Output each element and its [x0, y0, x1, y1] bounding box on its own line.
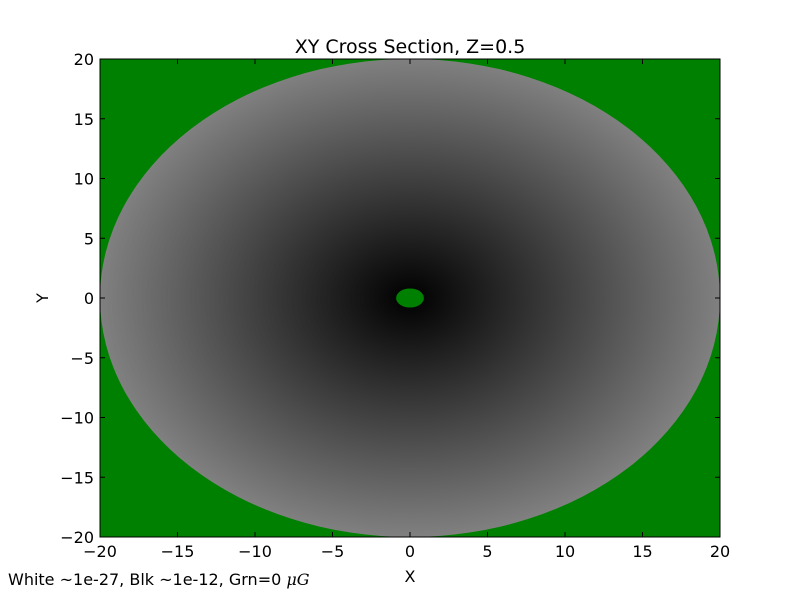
y-tick-label: −5 [70, 349, 94, 368]
y-tick-label: −20 [60, 528, 94, 547]
x-axis-label: X [405, 567, 416, 586]
colorscale-caption-unit: μG [286, 570, 309, 589]
x-tick-label: 5 [482, 542, 492, 561]
x-tick-label: −20 [83, 542, 117, 561]
x-tick-label: −10 [238, 542, 272, 561]
colorscale-caption: White ~1e-27, Blk ~1e-12, Grn=0 μG [8, 570, 310, 589]
y-tick-label: 20 [74, 50, 94, 69]
y-axis-label: Y [33, 293, 52, 304]
x-tick-label: 15 [632, 542, 652, 561]
y-tick-label: 10 [74, 170, 94, 189]
x-tick-label: 20 [710, 542, 730, 561]
x-tick-label: −15 [161, 542, 195, 561]
y-tick-label: −15 [60, 468, 94, 487]
x-tick-label: 0 [405, 542, 415, 561]
y-axis: −20 −15 −10 −5 0 5 10 15 20 [60, 50, 720, 547]
y-tick-label: 0 [84, 289, 94, 308]
y-tick-label: −10 [60, 409, 94, 428]
y-tick-label: 15 [74, 110, 94, 129]
x-tick-label: −5 [321, 542, 345, 561]
colorscale-caption-text: White ~1e-27, Blk ~1e-12, Grn=0 [8, 570, 286, 589]
chart-title: XY Cross Section, Z=0.5 [295, 36, 526, 58]
y-tick-label: 5 [84, 229, 94, 248]
center-zero-region [396, 288, 424, 308]
plot-area [100, 59, 720, 537]
x-axis: −20 −15 −10 −5 0 5 10 15 20 [83, 59, 730, 561]
x-tick-label: 10 [555, 542, 575, 561]
